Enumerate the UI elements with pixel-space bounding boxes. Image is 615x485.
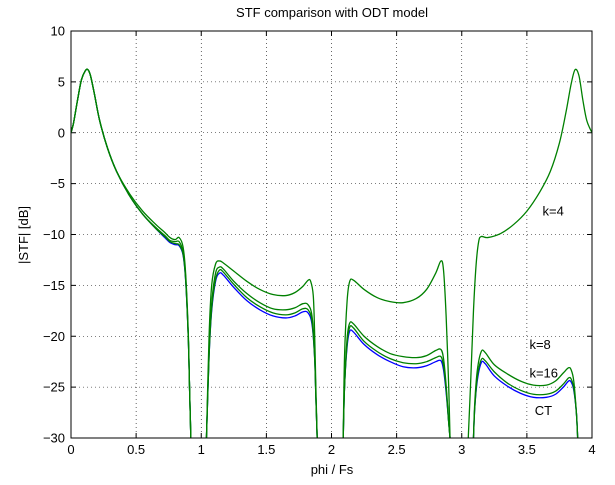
x-axis-label: phi / Fs [311, 462, 354, 477]
y-tick-label: −30 [43, 431, 65, 446]
series-4 [71, 68, 592, 438]
series-line [342, 260, 451, 438]
x-tick-label: 1 [198, 442, 205, 457]
series-line [205, 260, 318, 438]
curve-label: k=8 [529, 337, 550, 352]
curve-label: k=16 [529, 365, 558, 380]
grid [71, 31, 592, 438]
y-axis-label: |STF| [dB] [16, 206, 31, 264]
y-tick-label: −5 [50, 176, 65, 191]
x-tick-label: 4 [588, 442, 595, 457]
y-tick-label: 0 [58, 125, 65, 140]
plot-frame [70, 30, 593, 439]
series-line [467, 68, 592, 438]
y-tick-label: −10 [43, 227, 65, 242]
annotations: k=4 k=8 k=16 CT [529, 204, 563, 418]
x-tick-label: 0 [67, 442, 74, 457]
series-line [71, 68, 192, 438]
series-line [472, 349, 579, 438]
y-tick-label: −20 [43, 329, 65, 344]
y-tick-label: 10 [51, 24, 65, 39]
series-line [342, 321, 451, 438]
curves [71, 68, 592, 438]
x-tick-label: 3.5 [518, 442, 536, 457]
chart-title: STF comparison with ODT model [236, 5, 428, 20]
x-tick-label: 1.5 [257, 442, 275, 457]
x-tick-labels: 0 0.5 1 1.5 2 2.5 3 3.5 4 [67, 442, 595, 457]
curve-label: k=4 [543, 204, 564, 219]
y-tick-label: 5 [58, 74, 65, 89]
series-line [472, 360, 579, 438]
x-tick-label: 3 [458, 442, 465, 457]
y-tick-label: −25 [43, 380, 65, 395]
series-line [472, 357, 579, 438]
x-tick-label: 2 [328, 442, 335, 457]
y-tick-label: −15 [43, 278, 65, 293]
x-tick-label: 0.5 [127, 442, 145, 457]
series-line [205, 266, 318, 438]
x-tick-label: 2.5 [388, 442, 406, 457]
y-tick-labels: 10 5 0 −5 −10 −15 −20 −25 −30 [43, 24, 65, 446]
curve-label: CT [535, 403, 552, 418]
